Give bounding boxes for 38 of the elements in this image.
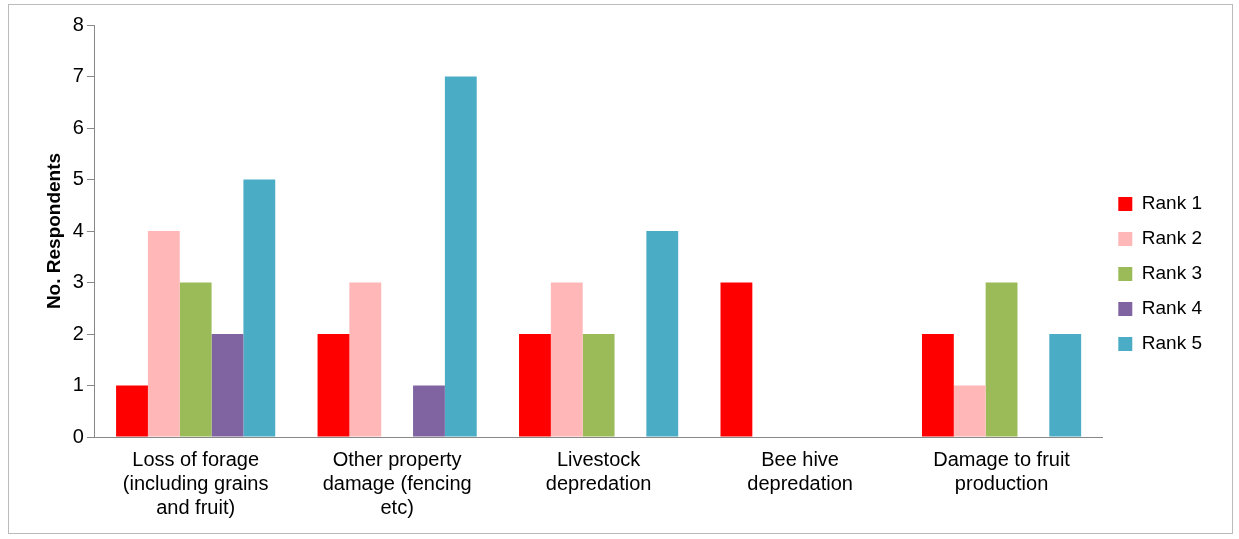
bar — [720, 282, 753, 437]
y-tick-label: 2 — [72, 321, 84, 344]
x-tick-label: Damage to fruit production — [933, 447, 1071, 494]
legend-label: Rank 5 — [1141, 332, 1202, 354]
legend-label: Rank 2 — [1141, 227, 1202, 249]
y-tick-label: 6 — [72, 115, 84, 138]
y-tick-label: 0 — [72, 424, 84, 447]
bar — [243, 179, 276, 437]
legend-label: Rank 4 — [1141, 297, 1203, 319]
bar — [519, 334, 551, 437]
bar — [646, 231, 679, 437]
bar — [317, 334, 350, 437]
y-tick-label: 7 — [72, 64, 84, 87]
bar — [179, 282, 212, 437]
y-axis-title: No. Respondents — [42, 152, 64, 310]
bar — [1049, 334, 1082, 437]
legend-label: Rank 1 — [1141, 192, 1202, 214]
bar — [550, 282, 583, 437]
bar — [211, 334, 244, 437]
y-tick-label: 8 — [72, 12, 84, 35]
y-tick-label: 1 — [72, 373, 84, 396]
bar — [116, 385, 148, 437]
x-tick-label: Livestock depredation — [545, 447, 652, 494]
bar — [985, 282, 1018, 437]
y-tick-label: 3 — [72, 270, 84, 293]
bar — [349, 282, 382, 437]
bar — [582, 334, 615, 437]
bar — [147, 231, 180, 437]
y-tick-label: 4 — [72, 218, 84, 241]
bar — [953, 385, 986, 437]
bar — [444, 76, 477, 437]
bar — [413, 385, 445, 437]
bar — [921, 334, 954, 437]
legend-label: Rank 3 — [1141, 262, 1202, 284]
x-tick-label: Bee hive depredation — [747, 447, 853, 494]
x-tick-label: Other property damage (fencing etc) — [322, 447, 472, 518]
y-tick-label: 5 — [72, 167, 84, 190]
x-tick-label: Loss of forage (including grains and fruit) — [122, 447, 269, 518]
